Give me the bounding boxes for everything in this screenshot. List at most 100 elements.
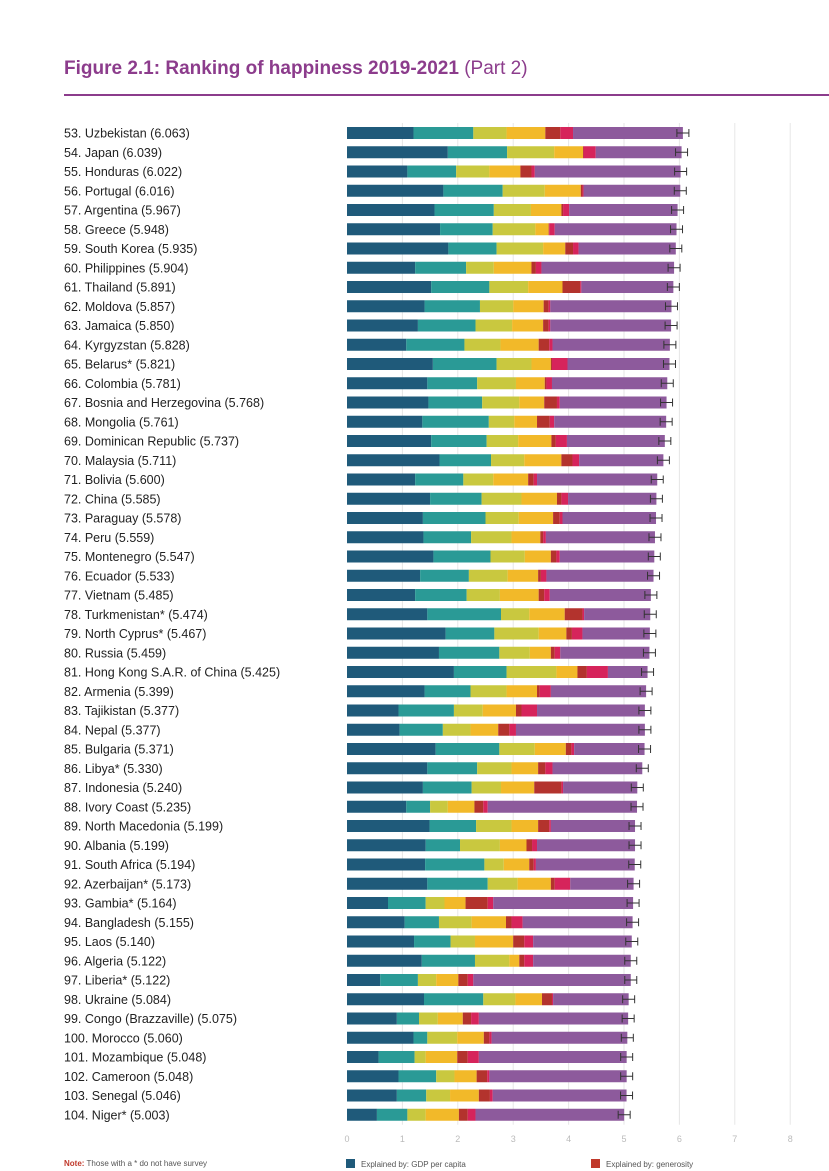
bar-segment-freedom <box>471 916 506 929</box>
bar-segment-gdp <box>347 627 446 640</box>
bar-segment-freedom <box>511 820 539 832</box>
bar-segment-healthy_life <box>487 877 518 890</box>
bar-segment-freedom <box>447 800 475 813</box>
footnote-label: Note: <box>64 1159 85 1168</box>
bar-segment-dystopia <box>541 261 675 274</box>
x-tick-label-8: 8 <box>788 1134 793 1144</box>
bar-segment-dystopia <box>554 415 667 428</box>
bar-segment-corruption <box>561 781 564 794</box>
bar-segment-healthy_life <box>456 165 490 178</box>
bar-segment-generosity <box>550 550 557 563</box>
bar-segment-dystopia <box>554 223 677 236</box>
bar-segment-healthy_life <box>466 589 500 601</box>
bar-segment-social_support <box>429 820 477 832</box>
row-label: 62. Moldova (5.857) <box>64 300 175 314</box>
bar-segment-social_support <box>414 935 451 948</box>
bar-segment-healthy_life <box>442 723 471 736</box>
bar-segment-generosity <box>556 492 562 505</box>
bar-segment-healthy_life <box>453 704 483 717</box>
bar-segment-social_support <box>396 1089 427 1102</box>
bar-segment-gdp <box>347 454 440 467</box>
bar-segment-generosity <box>544 396 557 409</box>
bar-segment-dystopia <box>559 550 655 563</box>
bar-segment-dystopia <box>566 435 665 447</box>
bar-segment-generosity <box>577 666 587 678</box>
bar-segment-dystopia <box>578 242 676 255</box>
bar-segment-corruption <box>549 415 555 428</box>
bar-segment-social_support <box>413 127 474 139</box>
bar-segment-corruption <box>571 743 575 755</box>
bar-segment-gdp <box>347 1051 379 1063</box>
bar-segment-freedom <box>499 589 539 601</box>
bar-segment-healthy_life <box>485 512 519 524</box>
bar-segment-gdp <box>347 723 400 736</box>
row-label: 92. Azerbaijan* (5.173) <box>64 877 191 891</box>
bar-segment-gdp <box>347 204 435 216</box>
bar-segment-corruption <box>582 608 585 621</box>
bar-segment-social_support <box>407 165 457 178</box>
bar-segment-corruption <box>524 935 534 948</box>
bar-segment-corruption <box>551 993 554 1006</box>
bar-segment-healthy_life <box>414 1051 426 1063</box>
bar-segment-freedom <box>514 415 538 428</box>
bar-segment-generosity <box>457 1051 468 1063</box>
bar-segment-corruption <box>467 1108 476 1121</box>
bar-segment-generosity <box>565 743 572 755</box>
bar-segment-gdp <box>347 954 422 967</box>
bar-segment-healthy_life <box>468 569 508 582</box>
bar-segment-corruption <box>548 300 551 313</box>
bar-segment-social_support <box>423 531 472 544</box>
row-label: 63. Jamaica (5.850) <box>64 319 174 333</box>
bar-segment-gdp <box>347 1089 397 1102</box>
bar-segment-freedom <box>499 839 527 852</box>
bar-segment-dystopia <box>493 897 634 909</box>
row-label: 81. Hong Kong S.A.R. of China (5.425) <box>64 666 280 680</box>
bar-segment-dystopia <box>535 858 635 871</box>
bar-segment-dystopia <box>478 1051 627 1063</box>
bar-segment-social_support <box>427 608 502 621</box>
bar-segment-freedom <box>518 435 552 447</box>
bar-segment-generosity <box>550 646 555 659</box>
bar-segment-corruption <box>483 800 488 813</box>
bar-segment-corruption <box>533 473 538 486</box>
row-label: 89. North Macedonia (5.199) <box>64 820 223 834</box>
bar-segment-dystopia <box>552 762 643 775</box>
bar-segment-freedom <box>489 165 521 178</box>
bar-segment-social_support <box>398 704 454 717</box>
bar-segment-freedom <box>493 261 532 274</box>
bar-segment-corruption <box>556 396 560 409</box>
bar-segment-gdp <box>347 415 423 428</box>
bar-segment-social_support <box>445 627 495 640</box>
bar-segment-gdp <box>347 338 407 351</box>
bar-segment-healthy_life <box>499 743 535 755</box>
bar-segment-social_support <box>422 415 489 428</box>
x-tick-label-4: 4 <box>566 1134 571 1144</box>
bar-segment-generosity <box>526 839 533 852</box>
bar-segment-social_support <box>443 184 503 197</box>
bar-segment-dystopia <box>491 1031 628 1044</box>
row-label: 74. Peru (5.559) <box>64 531 154 545</box>
bar-segment-healthy_life <box>407 1108 426 1121</box>
bar-segment-generosity <box>538 762 546 775</box>
bar-segment-generosity <box>543 319 549 332</box>
bar-segment-healthy_life <box>474 954 510 967</box>
x-tick-label-7: 7 <box>732 1134 737 1144</box>
bar-segment-corruption <box>539 685 551 698</box>
bar-segment-gdp <box>347 820 430 832</box>
bar-segment-gdp <box>347 704 399 717</box>
bar-segment-corruption <box>555 435 567 447</box>
bar-segment-corruption <box>467 974 474 986</box>
bar-segment-social_support <box>378 1051 415 1063</box>
bar-segment-gdp <box>347 781 423 794</box>
bar-segment-freedom <box>470 723 499 736</box>
bar-segment-generosity <box>534 781 562 794</box>
bar-segment-generosity <box>543 300 549 313</box>
row-label: 59. South Korea (5.935) <box>64 242 197 256</box>
bar-segment-generosity <box>544 377 547 390</box>
bar-segment-social_support <box>448 242 497 255</box>
bar-segment-gdp <box>347 858 426 871</box>
row-label: 82. Armenia (5.399) <box>64 685 174 699</box>
bar-segment-social_support <box>396 1012 420 1025</box>
bar-segment-dystopia <box>570 877 634 890</box>
